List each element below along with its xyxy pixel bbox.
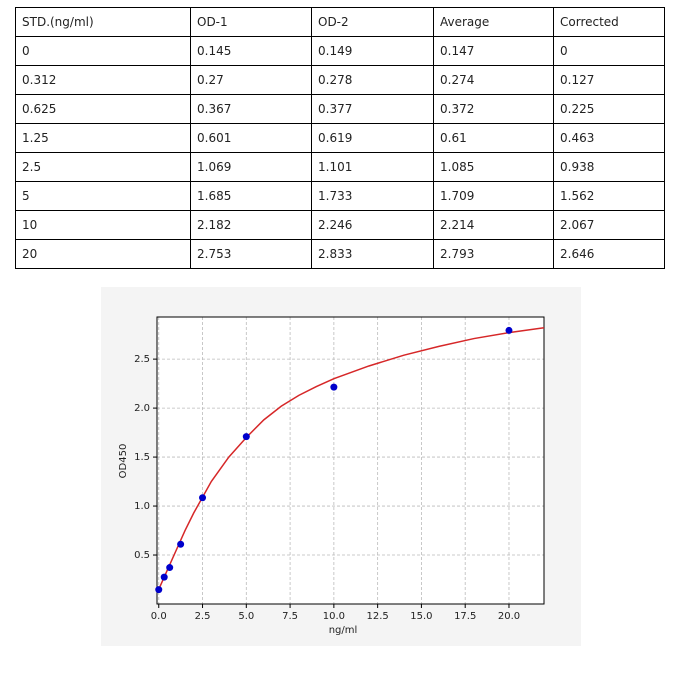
data-point [177, 540, 185, 548]
data-point [160, 573, 168, 581]
fit-curve [158, 327, 545, 590]
y-tick-label: 2.5 [134, 354, 150, 365]
cell: 0 [553, 36, 665, 66]
table-row: 0 0.145 0.149 0.147 0 [15, 36, 665, 66]
cell: 1.709 [433, 181, 554, 211]
header-cell: STD.(ng/ml) [15, 7, 191, 37]
header-cell: Average [433, 7, 554, 37]
table-row: 0.312 0.27 0.278 0.274 0.127 [15, 65, 665, 95]
x-tick-label: 10.0 [323, 611, 345, 622]
x-tick-label: 7.5 [282, 611, 298, 622]
cell: 0.225 [553, 94, 665, 124]
cell: 0.127 [553, 65, 665, 95]
cell: 0.149 [311, 36, 434, 66]
cell: 10 [15, 210, 191, 240]
table-row: 5 1.685 1.733 1.709 1.562 [15, 181, 665, 211]
cell: 1.101 [311, 152, 434, 182]
x-tick-label: 17.5 [454, 611, 476, 622]
cell: 1.25 [15, 123, 191, 153]
cell: 2.067 [553, 210, 665, 240]
table-row: 10 2.182 2.246 2.214 2.067 [15, 210, 665, 240]
x-tick-label: 5.0 [238, 611, 254, 622]
table-row: 20 2.753 2.833 2.793 2.646 [15, 239, 665, 269]
cell: 2.753 [190, 239, 312, 269]
cell: 0.274 [433, 65, 554, 95]
cell: 0.938 [553, 152, 665, 182]
cell: 2.182 [190, 210, 312, 240]
cell: 0.601 [190, 123, 312, 153]
cell: 1.069 [190, 152, 312, 182]
cell: 0.367 [190, 94, 312, 124]
y-tick-label: 1.5 [134, 452, 150, 463]
cell: 1.733 [311, 181, 434, 211]
cell: 0.147 [433, 36, 554, 66]
cell: 2.833 [311, 239, 434, 269]
cell: 20 [15, 239, 191, 269]
plot-frame [156, 316, 545, 605]
data-point [242, 433, 250, 441]
x-tick-label: 20.0 [498, 611, 520, 622]
cell: 0.619 [311, 123, 434, 153]
x-tick-label: 2.5 [195, 611, 211, 622]
data-point [155, 586, 163, 594]
cell: 2.5 [15, 152, 191, 182]
chart: ng/ml OD450 0.0 2.5 5.0 7.5 10.0 12.5 15.0 17.5… [118, 316, 545, 636]
standard-table: STD.(ng/ml) OD-1 OD-2 Average Corrected 0 0.14… [15, 7, 665, 269]
cell: 0.372 [433, 94, 554, 124]
y-tick-label: 0.5 [134, 550, 150, 561]
cell: 0.145 [190, 36, 312, 66]
x-axis-label: ng/ml [329, 625, 358, 636]
data-point [199, 494, 207, 502]
x-tick-label: 12.5 [367, 611, 389, 622]
cell: 1.085 [433, 152, 554, 182]
header-cell: Corrected [553, 7, 665, 37]
data-point [505, 326, 513, 334]
cell: 1.562 [553, 181, 665, 211]
x-tick-label: 15.0 [410, 611, 432, 622]
cell: 1.685 [190, 181, 312, 211]
table-row: 0.625 0.367 0.377 0.372 0.225 [15, 94, 665, 124]
header-cell: OD-1 [190, 7, 312, 37]
cell: 0.27 [190, 65, 312, 95]
cell: 5 [15, 181, 191, 211]
x-tick-label: 0.0 [151, 611, 167, 622]
cell: 0.278 [311, 65, 434, 95]
cell: 2.793 [433, 239, 554, 269]
cell: 0.312 [15, 65, 191, 95]
cell: 0 [15, 36, 191, 66]
cell: 0.61 [433, 123, 554, 153]
cell: 2.214 [433, 210, 554, 240]
table-row: 2.5 1.069 1.101 1.085 0.938 [15, 152, 665, 182]
cell: 0.463 [553, 123, 665, 153]
cell: 2.246 [311, 210, 434, 240]
cell: 0.377 [311, 94, 434, 124]
y-tick-label: 1.0 [134, 501, 150, 512]
header-cell: OD-2 [311, 7, 434, 37]
y-axis-label: OD450 [118, 444, 129, 479]
data-point [330, 383, 338, 391]
plot-area [157, 317, 544, 604]
cell: 2.646 [553, 239, 665, 269]
chart-panel: ng/ml OD450 0.0 2.5 5.0 7.5 10.0 12.5 15.0 17.5… [101, 287, 581, 646]
y-tick-label: 2.0 [134, 403, 150, 414]
data-point [166, 564, 174, 572]
table-row: 1.25 0.601 0.619 0.61 0.463 [15, 123, 665, 153]
cell: 0.625 [15, 94, 191, 124]
header-row: STD.(ng/ml) OD-1 OD-2 Average Corrected [15, 7, 665, 37]
